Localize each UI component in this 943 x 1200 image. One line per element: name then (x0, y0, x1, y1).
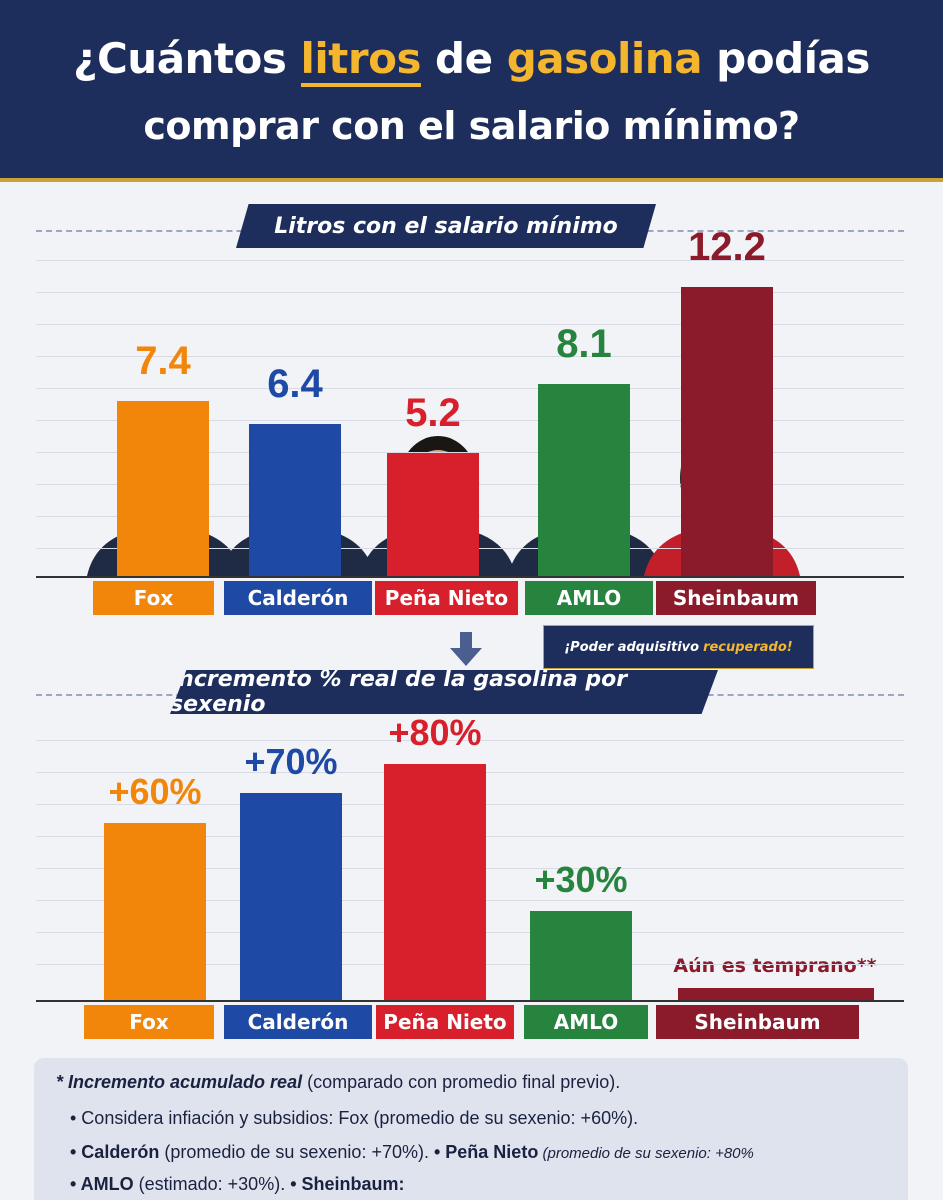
note-line-2: • Considera infiación y subsidios: Fox (… (70, 1108, 639, 1128)
gridline (36, 260, 904, 261)
callout-text: ¡Poder adquisitivo (564, 639, 700, 655)
value-label-amlo: 8.1 (556, 322, 612, 366)
category-label-amlo: AMLO (524, 1005, 648, 1039)
sheinbaum-note: Aún es temprano** (673, 955, 877, 977)
value-label-sheinbaum: 12.2 (688, 224, 766, 269)
bar-sheinbaum (681, 286, 773, 576)
category-label-fox: Fox (93, 581, 214, 615)
note-1-bold: * Incremento acumulado real (56, 1072, 303, 1092)
title-line-1: ¿Cuántos litros de gasolina podías (0, 34, 943, 87)
value-label-fox: +60% (108, 770, 202, 812)
value-label-calderon: +70% (244, 741, 338, 783)
title-mid: de (420, 34, 507, 83)
category-label-calderon: Calderón (224, 581, 372, 615)
baseline (36, 576, 904, 578)
bar-fox (104, 822, 206, 1000)
gridline (36, 324, 904, 325)
category-label-calderon: Calderón (224, 1005, 372, 1039)
bar-pena-nieto (387, 452, 479, 576)
gridline (36, 420, 904, 421)
note-line-4: • AMLO (estimado: +30%). • Sheinbaum: (70, 1174, 405, 1195)
category-label-pena-nieto: Peña Nieto (375, 581, 518, 615)
bar-calderon (240, 793, 342, 1000)
category-label-pena-nieto: Peña Nieto (376, 1005, 514, 1039)
arrow-down-icon (450, 632, 482, 666)
bar-pena-nieto (384, 763, 486, 1000)
header: ¿Cuántos litros de gasolina podías compr… (0, 0, 943, 182)
title-word-litros: litros (300, 34, 421, 87)
callout-banner: ¡Poder adquisitivo recuperado! (543, 625, 814, 669)
title-word-gasolina: gasolina (506, 34, 703, 83)
value-label-calderon: 6.4 (267, 362, 323, 407)
category-label-amlo: AMLO (525, 581, 653, 615)
value-label-pena-nieto: 5.2 (405, 390, 461, 435)
bar-calderon (249, 424, 341, 576)
title-post: podías (702, 34, 870, 83)
callout-highlight: recuperado! (703, 639, 793, 655)
bar-sheinbaum (678, 988, 874, 1000)
baseline (36, 1000, 904, 1002)
gridline (36, 740, 904, 741)
chart2-title: Incremento % real de la gasolina por sex… (170, 670, 718, 714)
value-label-amlo: +30% (534, 859, 628, 901)
category-label-sheinbaum: Sheinbaum (656, 581, 816, 615)
gridline (36, 452, 904, 453)
gridline (36, 356, 904, 357)
note-1-rest: (comparado con promedio final previo). (302, 1072, 621, 1092)
bar-amlo (538, 384, 630, 576)
note-3-bold-1: • Calderón (70, 1142, 160, 1162)
note-3-bold-2: • Peña Nieto (433, 1142, 539, 1162)
title-line-2: comprar con el salario mínimo? (143, 104, 800, 148)
note-4-rest-1: (estimado: +30%). (133, 1174, 291, 1194)
bar-fox (117, 400, 209, 576)
title-pre: ¿Cuántos (73, 34, 301, 83)
gridline (36, 388, 904, 389)
gridline (36, 292, 904, 293)
notes-box: * Incremento acumulado real (comparado c… (34, 1058, 908, 1200)
note-line-1: * Incremento acumulado real (comparado c… (56, 1072, 620, 1093)
category-label-fox: Fox (84, 1005, 214, 1039)
note-line-3: • Calderón (promedio de su sexenio: +70%… (70, 1142, 754, 1163)
note-4-bold-1: • AMLO (70, 1174, 134, 1194)
value-label-pena-nieto: +80% (388, 711, 482, 753)
category-label-sheinbaum: Sheinbaum (656, 1005, 859, 1039)
chart1-title: Litros con el salario mínimo (236, 204, 656, 248)
note-3-rest-2: (promedio de su sexenio: +80% (538, 1145, 754, 1162)
note-4-bold-2: • Sheinbaum: (290, 1174, 405, 1194)
value-label-fox: 7.4 (135, 338, 191, 383)
bar-amlo (530, 911, 632, 1000)
note-3-rest-1: (promedio de su sexenio: +70%). (159, 1142, 434, 1162)
